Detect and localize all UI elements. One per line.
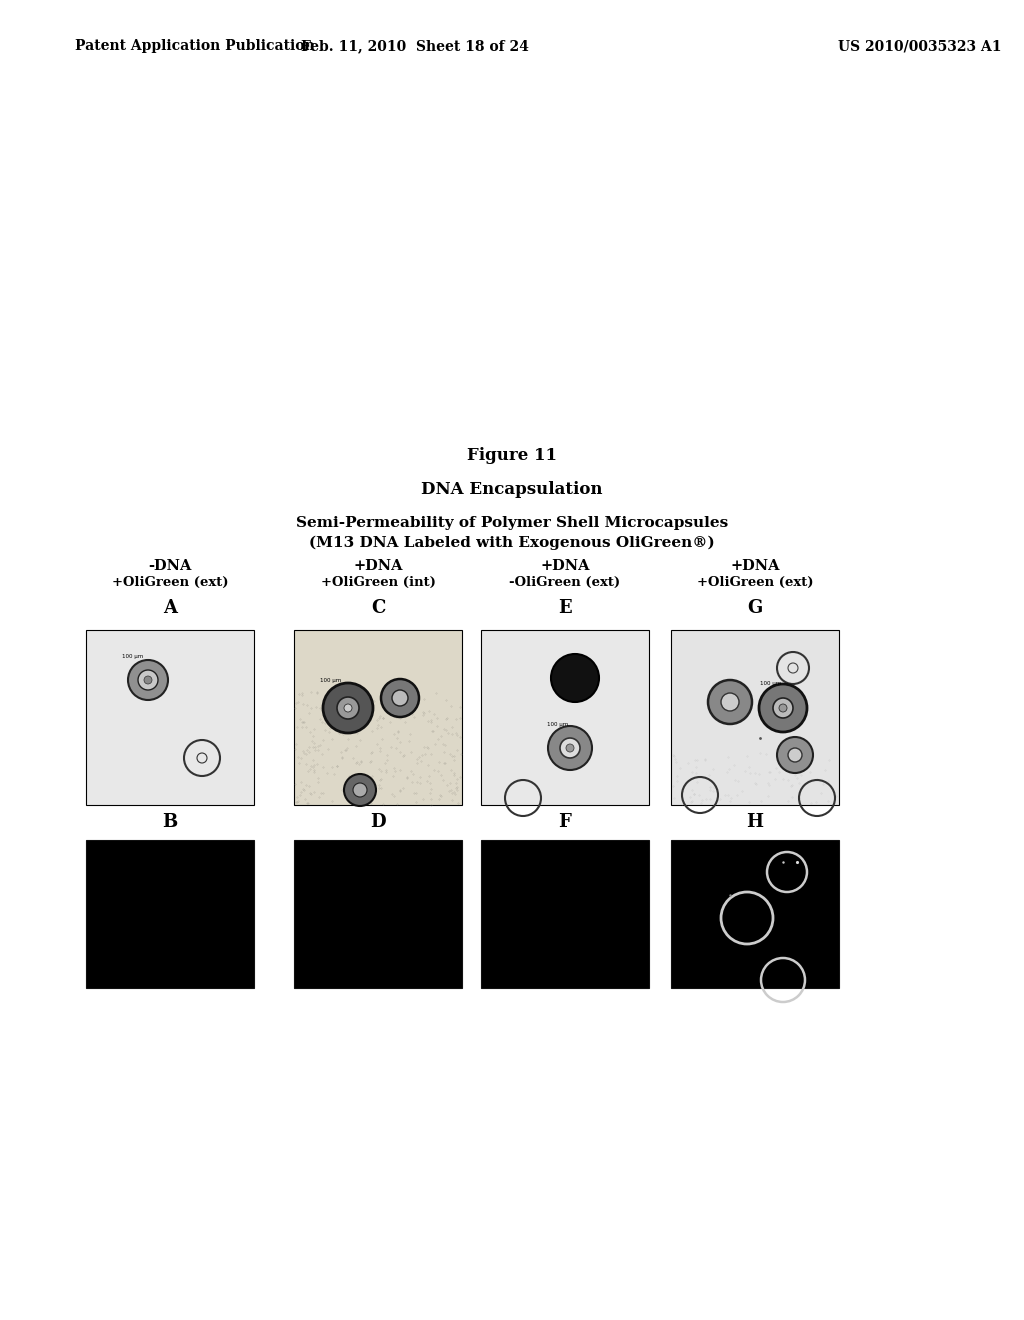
Circle shape <box>344 704 352 711</box>
Text: H: H <box>746 813 764 832</box>
Bar <box>86 630 254 805</box>
Text: Feb. 11, 2010  Sheet 18 of 24: Feb. 11, 2010 Sheet 18 of 24 <box>301 40 529 53</box>
Text: 100 µm: 100 µm <box>122 653 143 659</box>
Text: +DNA: +DNA <box>353 558 402 573</box>
Circle shape <box>353 783 367 797</box>
Circle shape <box>128 660 168 700</box>
Text: Semi-Permeability of Polymer Shell Microcapsules: Semi-Permeability of Polymer Shell Micro… <box>296 516 728 531</box>
Text: +OliGreen (ext): +OliGreen (ext) <box>112 576 228 589</box>
Bar <box>294 630 462 805</box>
Text: 100 µm: 100 µm <box>547 722 568 727</box>
Bar <box>671 630 839 805</box>
Text: C: C <box>371 599 385 616</box>
Circle shape <box>337 697 359 719</box>
Circle shape <box>381 678 419 717</box>
Circle shape <box>566 744 574 752</box>
Circle shape <box>560 738 580 758</box>
Bar <box>481 630 649 805</box>
Text: Patent Application Publication: Patent Application Publication <box>75 40 314 53</box>
Text: +OliGreen (int): +OliGreen (int) <box>321 576 435 589</box>
Text: D: D <box>371 813 386 832</box>
Circle shape <box>721 693 739 711</box>
Circle shape <box>777 737 813 774</box>
Text: 100 µm: 100 µm <box>760 681 781 686</box>
Text: F: F <box>558 813 571 832</box>
Circle shape <box>344 774 376 807</box>
Text: DNA Encapsulation: DNA Encapsulation <box>421 482 603 499</box>
Bar <box>481 840 649 987</box>
Circle shape <box>138 671 158 690</box>
Text: Figure 11: Figure 11 <box>467 446 557 463</box>
Text: E: E <box>558 599 571 616</box>
Circle shape <box>323 682 373 733</box>
Circle shape <box>779 704 787 711</box>
Bar <box>86 840 254 987</box>
Circle shape <box>392 690 408 706</box>
Text: (M13 DNA Labeled with Exogenous OliGreen®): (M13 DNA Labeled with Exogenous OliGreen… <box>309 536 715 550</box>
Circle shape <box>788 748 802 762</box>
Text: A: A <box>163 599 177 616</box>
Text: +DNA: +DNA <box>730 558 779 573</box>
Circle shape <box>708 680 752 723</box>
Circle shape <box>551 653 599 702</box>
Text: B: B <box>163 813 177 832</box>
Circle shape <box>773 698 793 718</box>
Text: US 2010/0035323 A1: US 2010/0035323 A1 <box>839 40 1001 53</box>
Circle shape <box>548 726 592 770</box>
Bar <box>671 840 839 987</box>
Text: -OliGreen (ext): -OliGreen (ext) <box>509 576 621 589</box>
Text: G: G <box>748 599 763 616</box>
Bar <box>294 840 462 987</box>
Text: +OliGreen (ext): +OliGreen (ext) <box>696 576 813 589</box>
Circle shape <box>759 684 807 733</box>
Text: 100 µm: 100 µm <box>319 678 341 682</box>
Text: -DNA: -DNA <box>148 558 191 573</box>
Text: +DNA: +DNA <box>541 558 590 573</box>
Circle shape <box>144 676 152 684</box>
